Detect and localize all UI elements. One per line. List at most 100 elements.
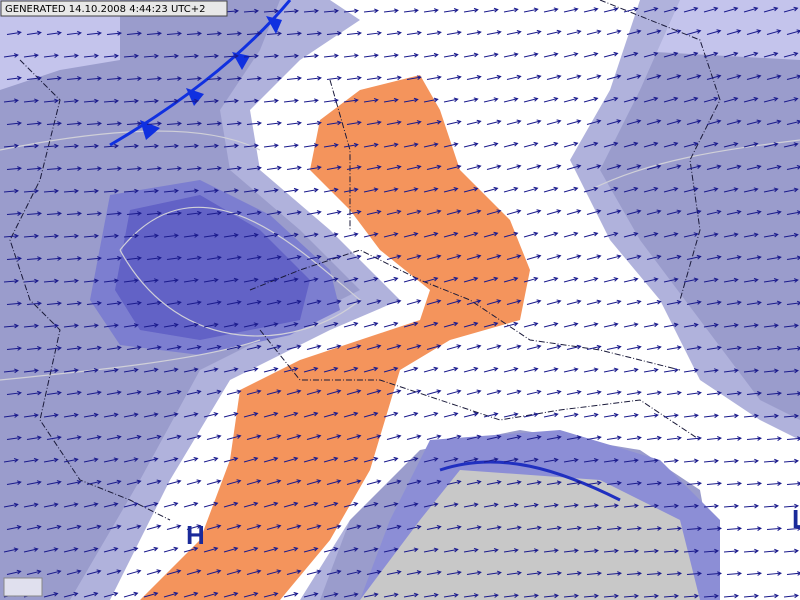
wind-arrow: [306, 389, 322, 395]
wind-arrow: [383, 232, 399, 238]
wind-arrow: [23, 53, 39, 58]
wind-arrow: [763, 142, 779, 148]
wind-arrow: [126, 434, 142, 440]
wind-arrow: [23, 413, 39, 418]
wind-arrow: [643, 96, 659, 103]
wind-arrow: [763, 6, 779, 13]
wind-arrow: [463, 593, 479, 598]
wind-arrow: [83, 368, 99, 373]
wind-arrow: [606, 390, 622, 395]
wind-arrow: [306, 120, 322, 126]
wind-arrow: [623, 593, 639, 599]
wind-arrow: [503, 52, 519, 58]
wind-arrow: [746, 571, 762, 576]
wind-arrow: [783, 142, 799, 148]
wind-arrow: [343, 547, 359, 553]
wind-arrow: [223, 188, 239, 193]
wind-arrow: [606, 74, 622, 80]
wind-arrow: [283, 98, 299, 104]
wind-arrow: [323, 53, 339, 59]
wind-arrow: [443, 97, 459, 103]
wind-arrow: [383, 97, 399, 103]
wind-arrow: [126, 479, 142, 485]
wind-arrow: [386, 164, 402, 170]
wind-arrow: [86, 166, 102, 171]
wind-arrow: [566, 164, 582, 170]
wind-arrow: [643, 186, 659, 193]
wind-arrow: [763, 232, 779, 238]
wind-arrow: [123, 412, 139, 418]
wind-arrow: [203, 277, 219, 283]
wind-arrow: [66, 345, 82, 351]
wind-arrow: [486, 74, 502, 80]
wind-arrow: [663, 141, 679, 148]
wind-arrow: [743, 96, 759, 103]
wind-arrow: [163, 501, 179, 508]
wind-arrow: [306, 165, 322, 171]
wind-arrow: [503, 186, 519, 193]
wind-arrow: [666, 481, 682, 486]
wind-arrow: [463, 321, 479, 328]
wind-arrow: [703, 503, 719, 509]
wind-arrow: [63, 188, 79, 194]
wind-arrow: [86, 300, 102, 306]
wind-arrow: [363, 547, 379, 553]
wind-arrow: [383, 187, 399, 193]
wind-arrow: [386, 30, 402, 36]
wind-arrow: [623, 503, 639, 509]
wind-arrow: [303, 232, 319, 238]
wind-arrow: [263, 143, 279, 148]
wind-arrow: [666, 254, 682, 260]
wind-arrow: [523, 548, 539, 553]
wind-arrow: [326, 479, 342, 485]
wind-arrow: [606, 119, 622, 125]
wind-arrow: [563, 548, 579, 554]
wind-arrow: [66, 479, 82, 485]
wind-arrow: [343, 411, 359, 418]
wind-arrow: [226, 76, 242, 81]
wind-arrow: [663, 6, 679, 13]
wind-arrow: [286, 76, 302, 81]
wind-arrow: [546, 254, 562, 260]
wind-arrow: [43, 368, 59, 373]
wind-arrow: [226, 389, 242, 395]
wind-arrow: [466, 389, 482, 395]
wind-arrow: [6, 121, 22, 126]
wind-field: [3, 6, 800, 599]
wind-arrow: [383, 8, 399, 14]
wind-arrow: [746, 391, 762, 396]
wind-arrow: [763, 51, 779, 58]
wind-arrow: [603, 231, 619, 238]
wind-arrow: [743, 593, 759, 599]
wind-arrow: [726, 119, 742, 125]
wind-arrow: [766, 436, 782, 441]
wind-arrow: [523, 276, 539, 283]
wind-arrow: [786, 481, 800, 486]
wind-arrow: [403, 187, 419, 193]
wind-arrow: [226, 165, 242, 171]
wind-arrow: [683, 548, 699, 554]
wind-arrow: [323, 142, 339, 148]
wind-arrow: [326, 120, 342, 126]
wind-arrow: [83, 188, 99, 194]
wind-arrow: [526, 119, 542, 125]
wind-arrow: [6, 256, 22, 261]
wind-arrow: [383, 592, 399, 598]
wind-arrow: [366, 209, 382, 215]
wind-arrow: [123, 53, 139, 59]
wind-arrow: [6, 211, 22, 216]
wind-arrow: [563, 52, 579, 58]
wind-arrow: [626, 299, 642, 305]
wind-arrow: [266, 524, 282, 530]
wind-arrow: [246, 255, 262, 260]
wind-arrow: [703, 458, 719, 464]
wind-arrow: [243, 367, 259, 373]
wind-arrow: [686, 345, 702, 351]
wind-arrow: [403, 366, 419, 373]
wind-arrow: [663, 367, 679, 373]
wind-arrow: [103, 591, 119, 598]
wind-arrow: [86, 569, 102, 575]
wind-arrow: [303, 501, 319, 508]
wind-arrow: [606, 571, 622, 576]
wind-arrow: [283, 53, 299, 59]
